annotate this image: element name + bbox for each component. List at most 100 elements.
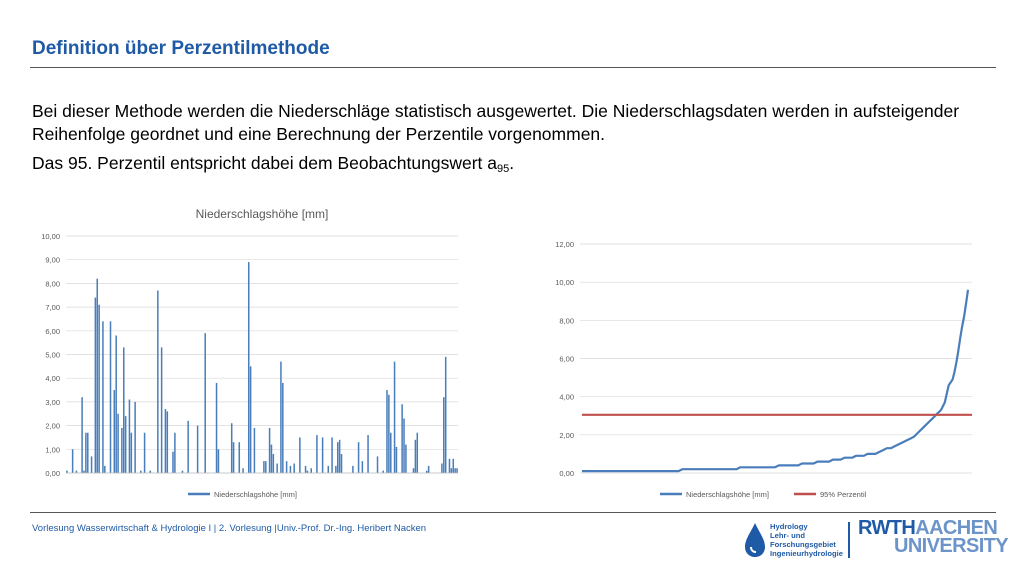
- chart-1-bar: [187, 420, 189, 473]
- chart-1-bar: [456, 468, 458, 473]
- chart-1-bar: [444, 356, 447, 473]
- chart-1-bar: [265, 461, 267, 473]
- chart-2-legend-label-percentile: 95% Perzentil: [820, 490, 867, 499]
- chart-2-y-tick-label: 4,00: [559, 393, 574, 402]
- chart-1-bar: [181, 470, 184, 473]
- chart-1-bar: [104, 465, 106, 473]
- water-drop-icon: [745, 523, 765, 557]
- chart-1-bar: [361, 461, 364, 473]
- footer-text: Vorlesung Wasserwirtschaft & Hydrologie …: [32, 523, 427, 534]
- chart-precipitation-bars: Niederschlagshöhe [mm] 0,00 1,00 2,00 3,00 4,…: [30, 198, 470, 504]
- chart-1-bar: [263, 461, 265, 473]
- chart-1-bar: [149, 470, 152, 473]
- chart-1-bar: [174, 432, 176, 473]
- chart-1-bar: [357, 442, 360, 473]
- chart-1-bar: [90, 456, 93, 473]
- chart-2-series-line: [582, 289, 970, 473]
- chart-1-bar: [115, 335, 117, 473]
- chart-1-bar: [117, 413, 119, 473]
- chart-1-bar: [268, 427, 271, 473]
- chart-1-bar: [276, 463, 278, 473]
- chart-1-bar: [427, 465, 430, 473]
- chart-1-bar: [102, 321, 104, 473]
- chart-1-bar: [249, 366, 252, 473]
- chart-1-bar: [376, 456, 379, 473]
- chart-1-y-tick-label: 0,00: [45, 469, 60, 478]
- hydro-logo-line-1: Hydrology: [770, 522, 808, 531]
- chart-1-bar: [87, 432, 89, 473]
- chart-1-bar: [306, 470, 309, 473]
- chart-1-bar: [443, 397, 445, 473]
- chart-1-bar: [166, 411, 169, 473]
- chart-1-bar: [96, 278, 99, 473]
- chart-1-bar: [425, 470, 428, 473]
- chart-2-y-tick-label: 0,00: [559, 469, 574, 478]
- chart-1-bar: [316, 435, 318, 473]
- chart-1-bar: [382, 470, 384, 473]
- chart-1-bar: [390, 432, 392, 473]
- chart-1-bar: [238, 442, 241, 473]
- chart-1-bar: [454, 468, 456, 473]
- chart-1-bar: [232, 442, 235, 473]
- chart-1-bar: [285, 461, 288, 473]
- chart-1-bar: [196, 425, 199, 473]
- chart-1-bar: [128, 399, 131, 473]
- chart-1-bar: [335, 465, 337, 473]
- chart-1-bar: [280, 361, 282, 473]
- chart-1-bar: [121, 427, 123, 473]
- chart-1-bar: [85, 432, 87, 473]
- chart-1-bar: [113, 390, 116, 473]
- chart-1-bar: [403, 418, 405, 473]
- chart-1-title: Niederschlagshöhe [mm]: [196, 207, 329, 221]
- slide-title: Definition über Perzentilmethode: [32, 38, 330, 59]
- chart-1-bar: [293, 463, 295, 473]
- body-paragraph-2: Das 95. Perzentil entspricht dabei dem B…: [32, 152, 992, 181]
- chart-1-bar: [388, 394, 390, 473]
- chart-1-bar: [164, 409, 167, 473]
- rwth-logo-aachen: AACHEN: [915, 517, 998, 539]
- chart-sorted-precipitation: 0,00 2,00 4,00 6,00 8,00 10,00 12,00 Niederschl…: [540, 228, 980, 504]
- chart-1-bar: [157, 290, 159, 473]
- chart-1-y-tick-label: 9,00: [45, 256, 60, 265]
- body-paragraph-1: Bei dieser Methode werden die Niederschl…: [32, 101, 960, 144]
- chart-1-bar: [452, 458, 455, 473]
- chart-1-bar: [386, 390, 388, 473]
- rwth-aachen-logo: RWTHAACHEN UNIVERSITY: [858, 517, 1009, 562]
- chart-2-y-tick-label: 6,00: [559, 355, 574, 364]
- chart-2-y-tick-label: 2,00: [559, 431, 574, 440]
- chart-1-bar: [94, 297, 97, 473]
- chart-precipitation-bars-svg: Niederschlagshöhe [mm] 0,00 1,00 2,00 3,00 4,…: [41, 207, 458, 499]
- chart-1-legend-label: Niederschlagshöhe [mm]: [214, 490, 297, 499]
- chart-1-bar: [217, 449, 220, 473]
- chart-1-bar: [130, 432, 133, 473]
- chart-1-bar: [352, 465, 354, 473]
- chart-sorted-precipitation-svg: 0,00 2,00 4,00 6,00 8,00 10,00 12,00 Niederschl…: [555, 240, 972, 499]
- chart-1-bar: [416, 432, 419, 473]
- chart-1-bar: [338, 439, 341, 473]
- chart-1-bar: [109, 321, 112, 473]
- hydro-logo-line-3: Forschungsgebiet: [770, 540, 836, 549]
- chart-1-bar: [340, 454, 343, 473]
- chart-1-y-tick-label: 3,00: [45, 398, 60, 407]
- chart-1-bar: [247, 262, 250, 473]
- chart-1-bar: [215, 382, 218, 473]
- chart-1-bar: [140, 470, 142, 473]
- footer-divider: [30, 512, 996, 513]
- chart-1-bar: [272, 454, 275, 473]
- chart-1-bar: [393, 361, 396, 473]
- chart-1-bar: [143, 432, 146, 473]
- chart-1-bar: [282, 382, 284, 473]
- chart-1-bar: [367, 435, 369, 473]
- chart-1-bar: [289, 465, 292, 473]
- chart-1-y-tick-label: 5,00: [45, 351, 60, 360]
- chart-1-bar: [441, 463, 443, 473]
- rwth-logo-rwth: RWTH: [858, 517, 916, 539]
- chart-1-bar: [75, 470, 78, 473]
- hydro-logo-line-4: Ingenieurhydrologie: [770, 549, 843, 558]
- chart-1-bar: [98, 304, 100, 473]
- chart-1-bar: [160, 347, 163, 473]
- chart-1-bar: [71, 449, 74, 473]
- chart-1-bar: [304, 465, 307, 473]
- chart-1-bar: [448, 458, 451, 473]
- paragraph-2-subscript: 95: [497, 163, 510, 175]
